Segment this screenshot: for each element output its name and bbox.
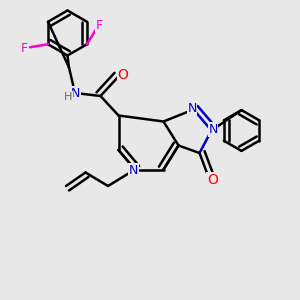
Text: N: N <box>187 102 197 115</box>
Text: H: H <box>64 92 73 102</box>
Text: N: N <box>129 164 138 177</box>
Text: O: O <box>207 173 218 187</box>
Text: F: F <box>20 42 28 55</box>
Text: N: N <box>71 87 81 100</box>
Text: F: F <box>96 19 103 32</box>
Text: N: N <box>208 123 218 136</box>
Text: O: O <box>117 68 128 82</box>
